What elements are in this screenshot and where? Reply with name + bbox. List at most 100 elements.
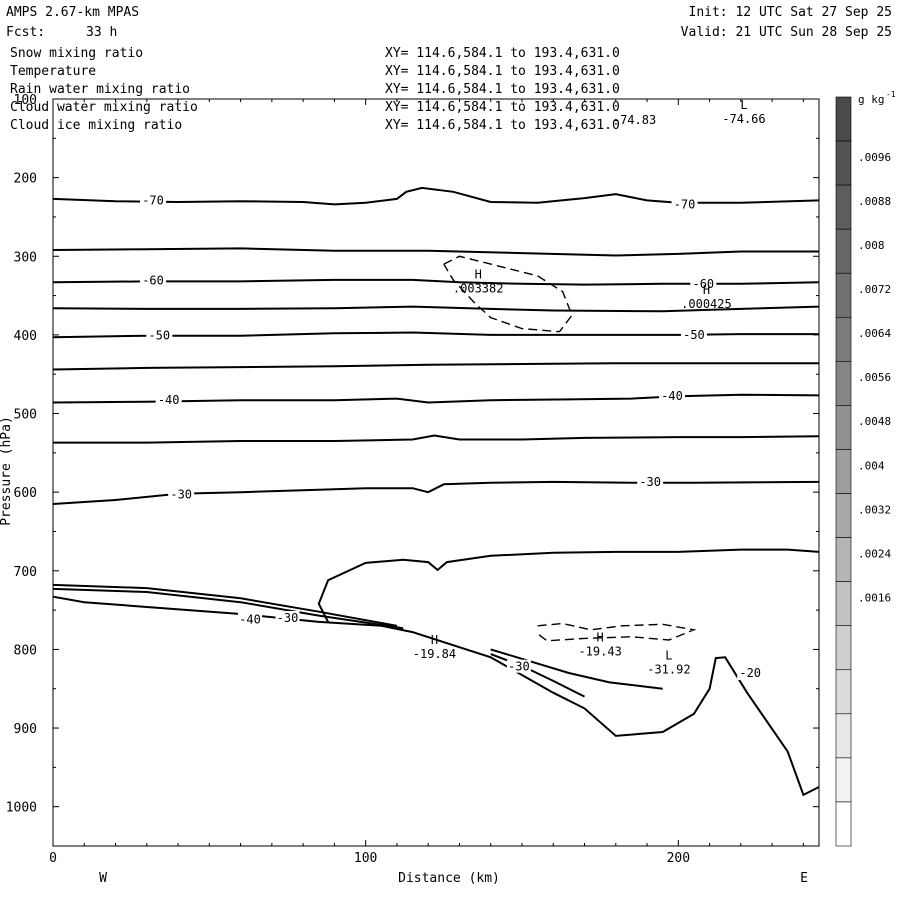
field-name: Rain water mixing ratio: [10, 82, 190, 97]
colorbar-swatch: [835, 449, 852, 494]
temperature-contour-line: [490, 648, 663, 690]
colorbar-swatch: [835, 757, 852, 803]
contour-label-mask: [237, 612, 262, 626]
colorbar-level-label: .0072: [858, 283, 891, 296]
high-marker: H: [703, 283, 710, 297]
y-tick-label: 400: [14, 329, 37, 344]
y-tick-label: 100: [14, 93, 37, 108]
y-tick-label: 200: [14, 172, 37, 187]
temperature-contour-label: -60: [692, 277, 714, 291]
contour-label-mask: [140, 273, 167, 288]
x-tick-label: 0: [49, 851, 57, 866]
colorbar-swatch: [835, 537, 852, 582]
colorbar-level-label: .0096: [858, 151, 891, 164]
y-tick-label: 1000: [6, 801, 37, 816]
field-xy-range: XY= 114.6,584.1 to 193.4,631.0: [385, 100, 620, 115]
valid-time: Valid: 21 UTC Sun 28 Sep 25: [681, 25, 892, 40]
temperature-contour-label: -40: [158, 393, 180, 407]
contour-label-mask: [506, 659, 531, 673]
temperature-contour-line: [52, 305, 820, 313]
field-name: Temperature: [10, 64, 96, 79]
contour-label-mask: [146, 328, 173, 343]
temperature-contour-line: [52, 186, 820, 206]
contour-label-mask: [680, 327, 707, 342]
temperature-contour-label: -40: [661, 389, 683, 403]
extremum-value-label: -31.92: [647, 663, 690, 677]
snow-mixing-ratio-contour: [443, 255, 573, 333]
field-xy-range: XY= 114.6,584.1 to 193.4,631.0: [385, 46, 620, 61]
colorbar-swatch: [835, 581, 852, 627]
temperature-contour-label: -70: [674, 197, 696, 211]
y-tick-label: 300: [14, 250, 37, 265]
temperature-contour-line: [490, 653, 585, 698]
temperature-contour-label: -50: [683, 328, 705, 342]
temperature-contour-label: -60: [142, 274, 164, 288]
temperature-contour-line: [52, 587, 404, 630]
extremum-value-label: .003382: [453, 281, 504, 295]
contour-label-mask: [168, 487, 195, 502]
contour-label-mask: [275, 610, 300, 624]
y-tick-label: 700: [14, 565, 37, 580]
fcst-value: 33 h: [86, 25, 117, 40]
temperature-contour-label: -30: [508, 660, 530, 674]
model-title: AMPS 2.67-km MPAS: [6, 5, 139, 20]
temperature-contour-line: [52, 247, 819, 257]
x-right-end-label: E: [800, 871, 808, 886]
field-name: Cloud water mixing ratio: [10, 100, 198, 115]
temperature-contour-line: [317, 548, 820, 623]
colorbar-level-label: .008: [858, 239, 885, 252]
colorbar-units: g kg: [858, 93, 885, 106]
temperature-contour-line: [52, 362, 819, 371]
x-axis-label: Distance (km): [398, 871, 500, 886]
temperature-contour-label: -50: [148, 329, 170, 343]
temperature-contour-line: [52, 331, 819, 339]
high-marker: H: [431, 633, 438, 647]
contour-label-mask: [637, 474, 664, 489]
colorbar-level-label: .0088: [858, 195, 891, 208]
low-marker: L: [665, 649, 672, 663]
high-marker: H: [475, 267, 482, 281]
temperature-contour-line: [53, 434, 820, 444]
colorbar-swatch: [835, 713, 852, 759]
colorbar-level-label: .004: [858, 459, 885, 472]
colorbar-level-label: .0032: [858, 503, 891, 516]
temperature-contour-label: -30: [170, 488, 192, 502]
extremum-value-label: .000425: [681, 297, 732, 311]
colorbar-swatch: [835, 361, 852, 406]
y-axis-label: Pressure (hPa): [0, 416, 14, 526]
temperature-contour-label: -30: [277, 611, 299, 625]
colorbar-swatch: [835, 184, 852, 230]
x-tick-label: 200: [667, 851, 690, 866]
colorbar-swatch: [835, 96, 852, 142]
y-tick-label: 900: [14, 722, 37, 737]
colorbar-swatch: [835, 140, 852, 186]
field-xy-range: XY= 114.6,584.1 to 193.4,631.0: [385, 118, 620, 133]
colorbar-swatch: [835, 625, 852, 671]
temperature-contour-line: [52, 278, 820, 286]
colorbar-swatch: [835, 669, 852, 715]
temperature-contour-label: -40: [239, 613, 261, 627]
x-tick-label: 100: [354, 851, 377, 866]
init-time: Init: 12 UTC Sat 27 Sep 25: [689, 5, 893, 20]
fcst-label: Fcst:: [6, 25, 45, 40]
field-name: Snow mixing ratio: [10, 46, 143, 61]
x-left-end-label: W: [99, 871, 107, 886]
contour-label-mask: [671, 197, 698, 212]
extremum-value-label: -19.43: [578, 645, 621, 659]
colorbar-level-label: .0016: [858, 591, 891, 604]
field-xy-range: XY= 114.6,584.1 to 193.4,631.0: [385, 82, 620, 97]
colorbar-swatch: [835, 316, 852, 362]
colorbar-level-label: .0024: [858, 547, 891, 560]
colorbar-swatch: [835, 493, 852, 538]
contour-label-mask: [737, 666, 764, 681]
colorbar-level-label: .0064: [858, 327, 891, 340]
plot-frame: [52, 98, 820, 847]
temperature-contour-line: [52, 595, 820, 797]
colorbar-level-label: .0056: [858, 371, 891, 384]
low-marker: L: [740, 98, 747, 112]
extremum-value-label: -74.83: [613, 113, 656, 127]
temperature-contour-line: [52, 583, 398, 627]
contour-label-mask: [690, 276, 717, 291]
extremum-value-label: -19.84: [413, 647, 456, 661]
